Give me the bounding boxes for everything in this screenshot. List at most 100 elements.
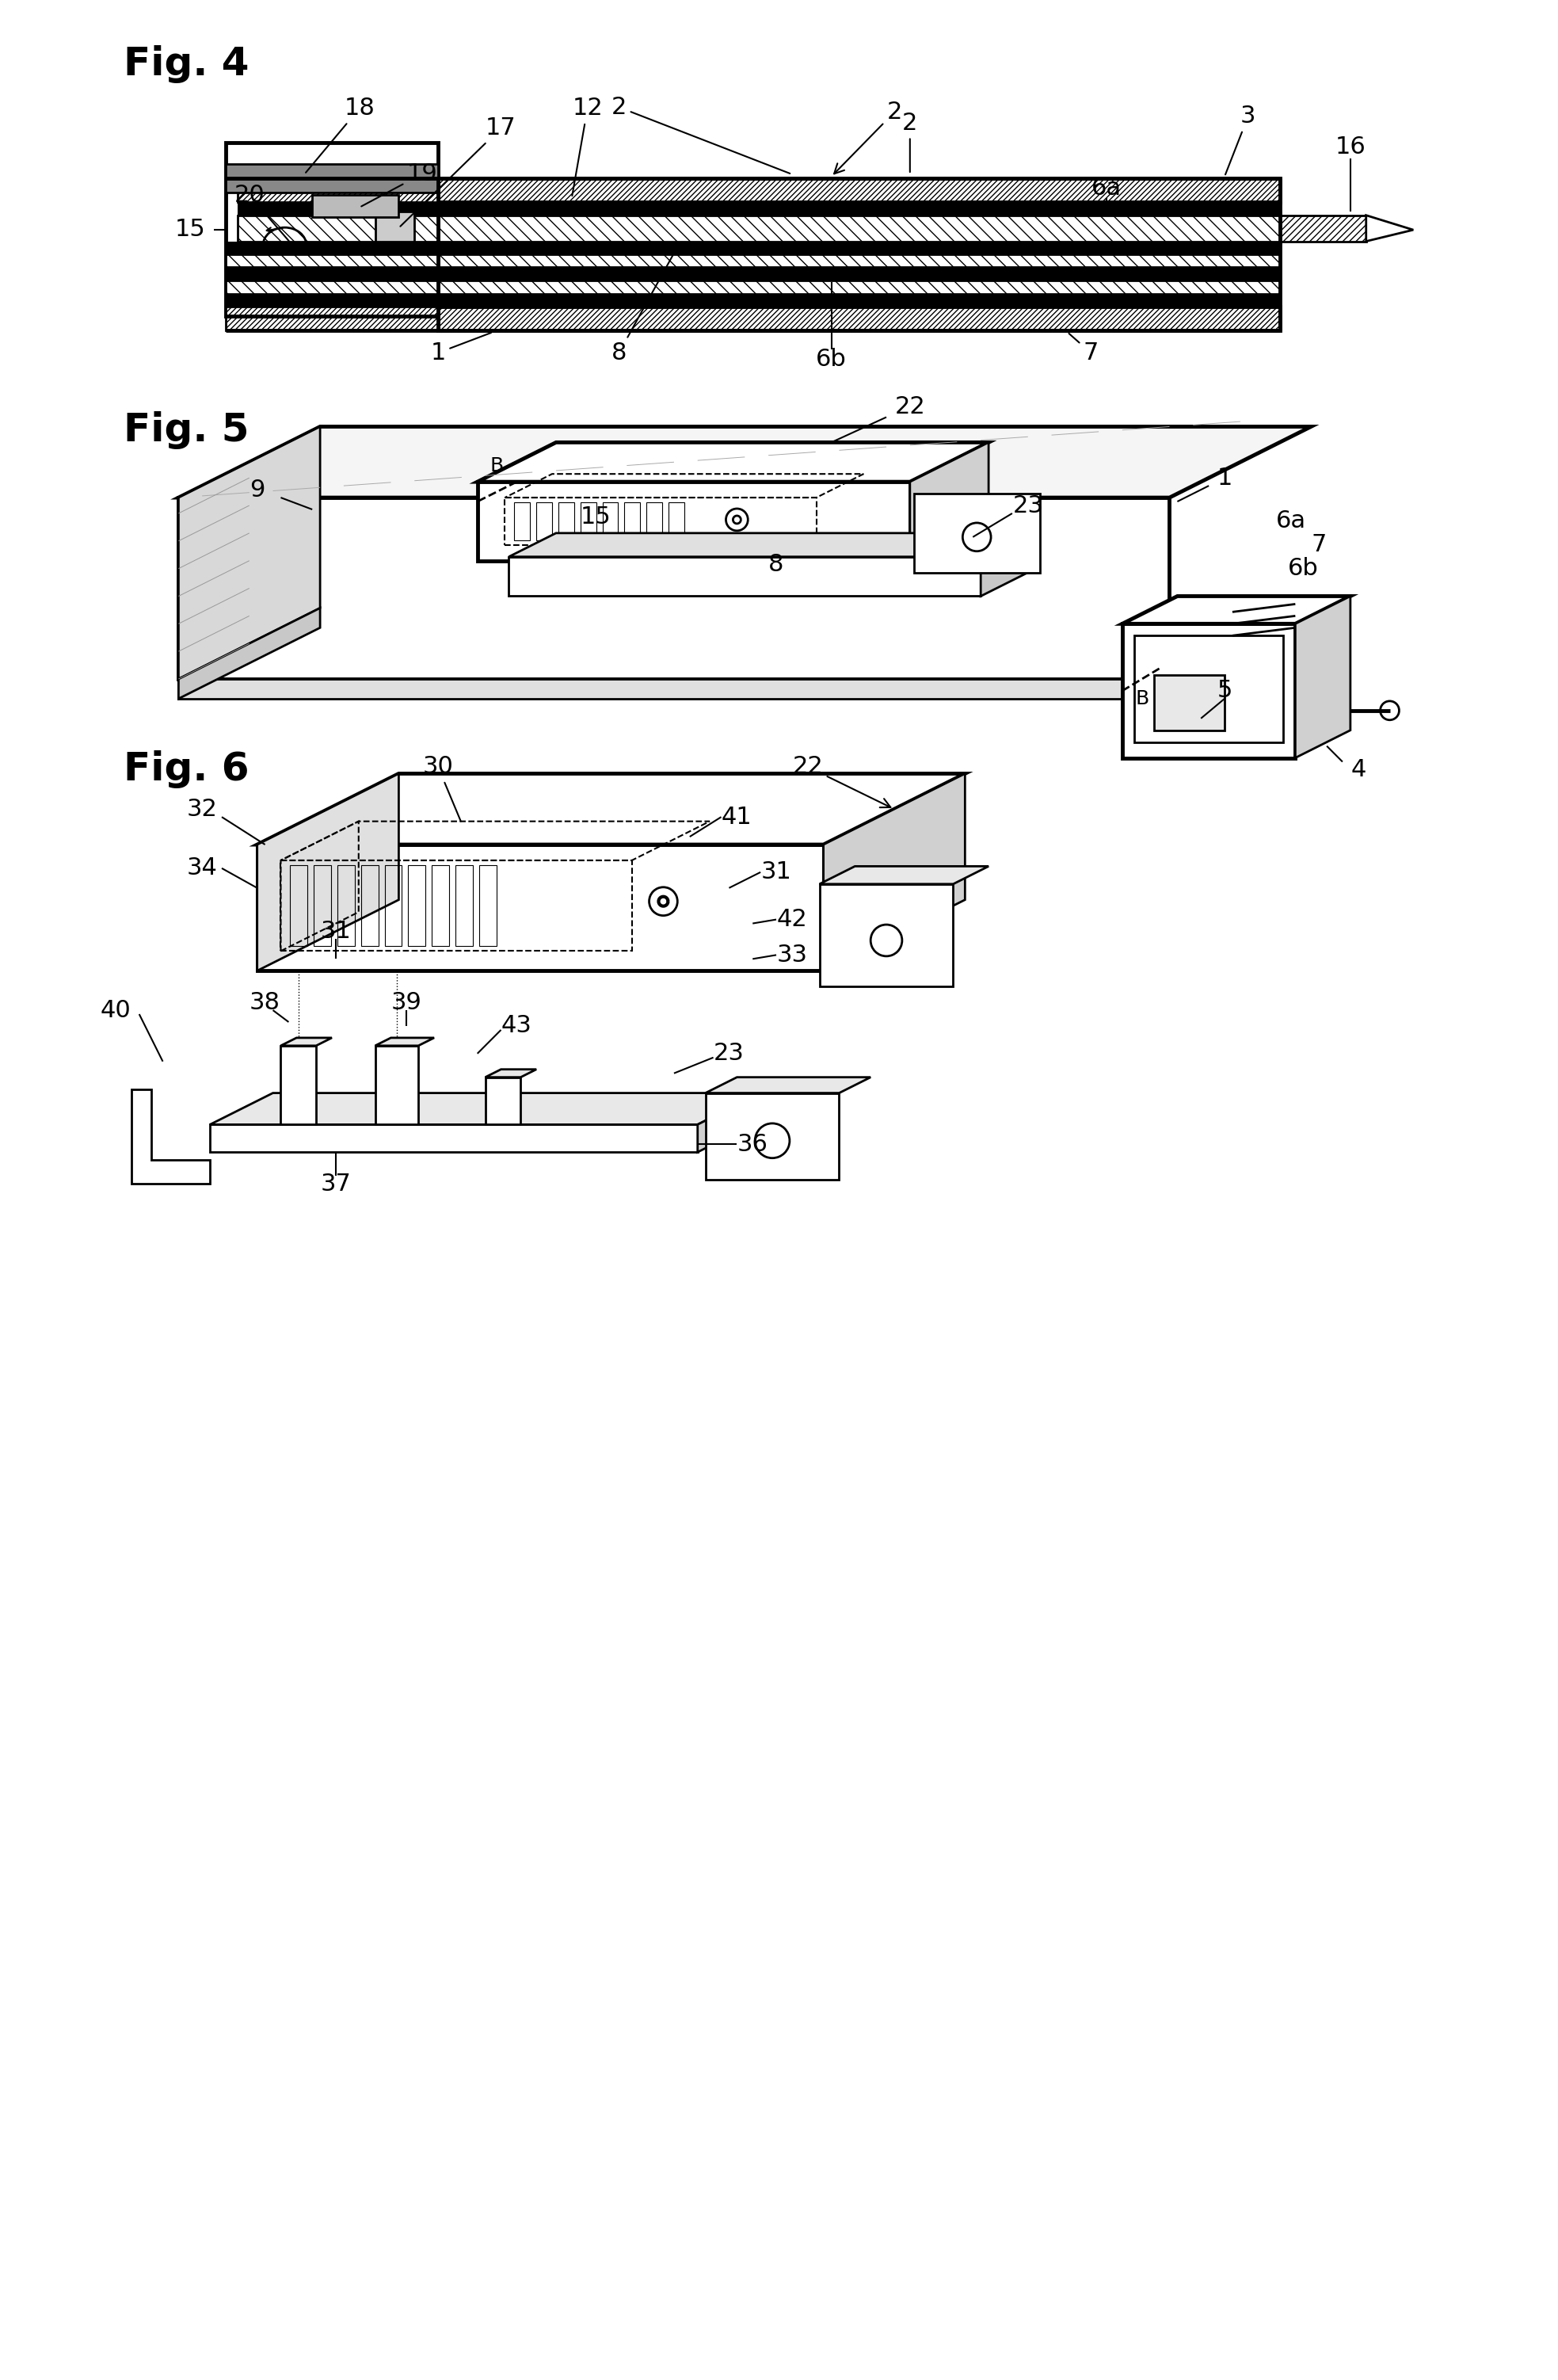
Bar	[312, 195, 399, 217]
Text: 23: 23	[714, 1042, 745, 1066]
Text: 20: 20	[234, 183, 291, 243]
Text: 7: 7	[1069, 333, 1098, 364]
Polygon shape	[1295, 595, 1351, 757]
Text: 6a: 6a	[1092, 176, 1122, 200]
Text: 34: 34	[187, 857, 218, 881]
Text: 9: 9	[249, 478, 265, 502]
Bar	[438, 240, 1279, 255]
Bar	[478, 864, 497, 947]
Text: 8: 8	[611, 255, 673, 364]
Polygon shape	[257, 774, 964, 845]
Text: 6b: 6b	[1288, 557, 1318, 581]
Bar	[338, 864, 355, 947]
Polygon shape	[698, 1092, 760, 1152]
Bar	[438, 295, 1279, 307]
Text: 4: 4	[1351, 759, 1366, 781]
Text: 6b: 6b	[816, 347, 846, 371]
Bar	[536, 502, 552, 540]
Text: 38: 38	[249, 990, 280, 1014]
Bar	[385, 864, 402, 947]
Bar	[514, 502, 530, 540]
Text: B: B	[1136, 690, 1148, 709]
Text: 6a: 6a	[1276, 509, 1307, 533]
Text: Fig. 5: Fig. 5	[123, 412, 249, 450]
Bar	[706, 1092, 840, 1180]
Polygon shape	[375, 1038, 435, 1045]
Bar	[313, 864, 332, 947]
Bar	[438, 267, 1279, 281]
Text: 1: 1	[1217, 466, 1232, 490]
Polygon shape	[257, 774, 399, 971]
Bar	[237, 214, 438, 240]
Bar	[915, 493, 1039, 574]
Bar	[257, 845, 824, 971]
Text: 1: 1	[430, 333, 491, 364]
Bar	[237, 240, 438, 255]
Text: 40: 40	[100, 1000, 131, 1021]
Polygon shape	[706, 1078, 871, 1092]
Text: 22: 22	[793, 754, 891, 807]
Polygon shape	[179, 607, 319, 700]
Text: 39: 39	[391, 990, 422, 1014]
Text: 32: 32	[187, 797, 218, 821]
Bar	[280, 1045, 316, 1123]
Polygon shape	[980, 533, 1028, 595]
Bar	[226, 143, 438, 317]
Text: Fig. 6: Fig. 6	[123, 750, 249, 788]
Bar	[455, 864, 472, 947]
Bar	[438, 202, 1279, 214]
Polygon shape	[179, 426, 1310, 497]
Polygon shape	[485, 1069, 536, 1078]
Bar	[625, 502, 640, 540]
Bar	[581, 502, 597, 540]
Polygon shape	[824, 774, 964, 971]
Text: B: B	[491, 457, 503, 476]
Text: 30: 30	[422, 754, 461, 821]
Text: 2: 2	[834, 100, 902, 174]
Text: 15: 15	[174, 219, 206, 240]
Bar	[438, 214, 1279, 240]
Text: 2: 2	[611, 95, 790, 174]
Text: 5: 5	[1217, 678, 1232, 702]
Text: 15: 15	[580, 507, 611, 528]
Text: Fig. 4: Fig. 4	[123, 45, 249, 83]
Bar	[226, 295, 438, 307]
Bar	[438, 255, 1279, 267]
Bar	[668, 502, 684, 540]
Text: 42: 42	[776, 909, 807, 931]
Bar	[1279, 214, 1366, 240]
Polygon shape	[477, 443, 989, 481]
Text: 17: 17	[400, 117, 516, 226]
Text: 18: 18	[305, 98, 375, 174]
Bar	[361, 864, 379, 947]
Polygon shape	[131, 1090, 210, 1183]
Text: 22: 22	[894, 395, 925, 419]
Polygon shape	[1366, 214, 1413, 240]
Text: 19: 19	[361, 162, 438, 207]
Bar	[485, 1078, 520, 1123]
Bar	[603, 502, 619, 540]
Bar	[226, 240, 438, 255]
Bar	[820, 883, 953, 988]
Bar	[226, 255, 438, 267]
Bar	[438, 281, 1279, 295]
Bar	[237, 178, 438, 202]
Bar	[226, 307, 438, 331]
Polygon shape	[1122, 595, 1351, 624]
Text: 43: 43	[502, 1014, 533, 1038]
Text: 3: 3	[1225, 105, 1256, 174]
Polygon shape	[280, 1038, 332, 1045]
Bar	[226, 164, 438, 193]
Bar	[1122, 624, 1295, 757]
Bar	[558, 502, 573, 540]
Bar	[1134, 635, 1284, 743]
Bar	[226, 267, 438, 281]
Text: 2: 2	[902, 112, 918, 171]
Bar	[280, 859, 633, 952]
Text: 33: 33	[776, 942, 807, 966]
Text: 31: 31	[321, 919, 351, 942]
Polygon shape	[820, 866, 989, 883]
Polygon shape	[375, 212, 414, 240]
Polygon shape	[210, 1092, 760, 1123]
Bar	[290, 864, 307, 947]
